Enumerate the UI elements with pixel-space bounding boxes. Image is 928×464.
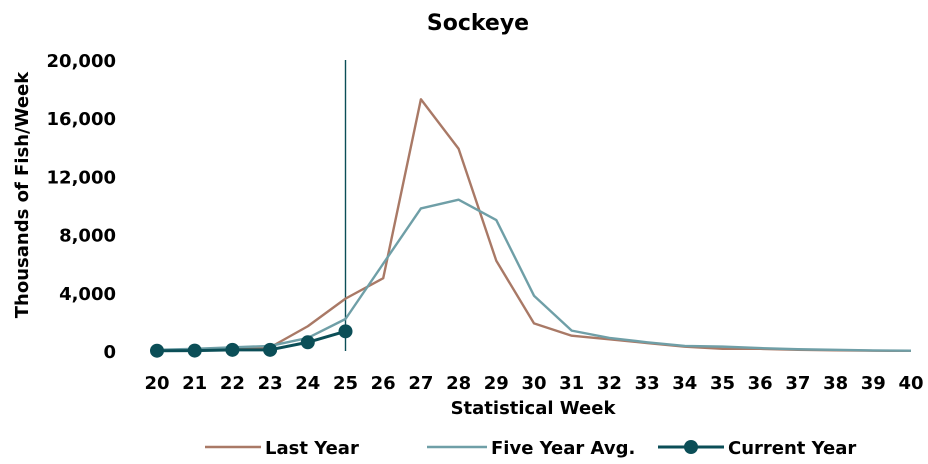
data-point-current-year bbox=[150, 343, 164, 358]
x-tick-label: 25 bbox=[333, 373, 358, 394]
data-point-current-year bbox=[338, 324, 353, 339]
x-tick-label: 38 bbox=[823, 373, 848, 394]
y-axis-title: Thousands of Fish/Week bbox=[12, 71, 33, 318]
legend-marker-current-year bbox=[684, 440, 698, 454]
legend-label-current-year: Current Year bbox=[728, 438, 856, 459]
x-tick-label: 21 bbox=[182, 373, 207, 394]
x-tick-label: 35 bbox=[710, 373, 735, 394]
x-tick-labels: 20 21 22 23 24 25 26 27 28 29 30 31 32 33 34 35 36 37 38 39… bbox=[144, 373, 923, 394]
x-tick-label: 34 bbox=[672, 373, 697, 394]
x-tick-label: 29 bbox=[484, 373, 509, 394]
y-tick-label: 4,000 bbox=[59, 284, 116, 305]
y-tick-label: 12,000 bbox=[47, 167, 116, 188]
x-tick-label: 22 bbox=[220, 373, 245, 394]
y-tick-label: 20,000 bbox=[47, 51, 116, 72]
x-tick-label: 37 bbox=[785, 373, 810, 394]
data-point-current-year bbox=[225, 342, 240, 357]
x-axis-title: Statistical Week bbox=[451, 398, 617, 419]
y-tick-labels: 0 4,000 8,000 12,000 16,000 20,000 bbox=[47, 51, 116, 363]
series-line-five-year-avg bbox=[156, 198, 912, 352]
series-layer bbox=[150, 98, 912, 358]
x-tick-label: 20 bbox=[144, 373, 169, 394]
x-tick-label: 27 bbox=[408, 373, 433, 394]
y-tick-label: 0 bbox=[103, 342, 116, 363]
x-tick-label: 39 bbox=[861, 373, 886, 394]
y-tick-label: 16,000 bbox=[47, 109, 116, 130]
series-line-last-year bbox=[156, 98, 912, 353]
x-tick-label: 30 bbox=[521, 373, 546, 394]
x-tick-label: 26 bbox=[371, 373, 396, 394]
chart-title: Sockeye bbox=[427, 11, 529, 36]
x-tick-label: 33 bbox=[635, 373, 660, 394]
data-point-current-year bbox=[263, 342, 278, 357]
x-tick-label: 24 bbox=[295, 373, 320, 394]
x-tick-label: 23 bbox=[258, 373, 283, 394]
x-tick-label: 40 bbox=[898, 373, 923, 394]
x-tick-label: 36 bbox=[748, 373, 773, 394]
data-point-current-year bbox=[187, 343, 202, 358]
x-tick-label: 28 bbox=[446, 373, 471, 394]
legend-label-five-year-avg: Five Year Avg. bbox=[491, 438, 635, 459]
legend-label-last-year: Last Year bbox=[265, 438, 359, 459]
x-tick-label: 32 bbox=[597, 373, 622, 394]
y-tick-label: 8,000 bbox=[59, 226, 116, 247]
legend: Last Year Five Year Avg. Current Year bbox=[205, 438, 856, 459]
data-point-current-year bbox=[300, 335, 315, 350]
x-tick-label: 31 bbox=[559, 373, 584, 394]
